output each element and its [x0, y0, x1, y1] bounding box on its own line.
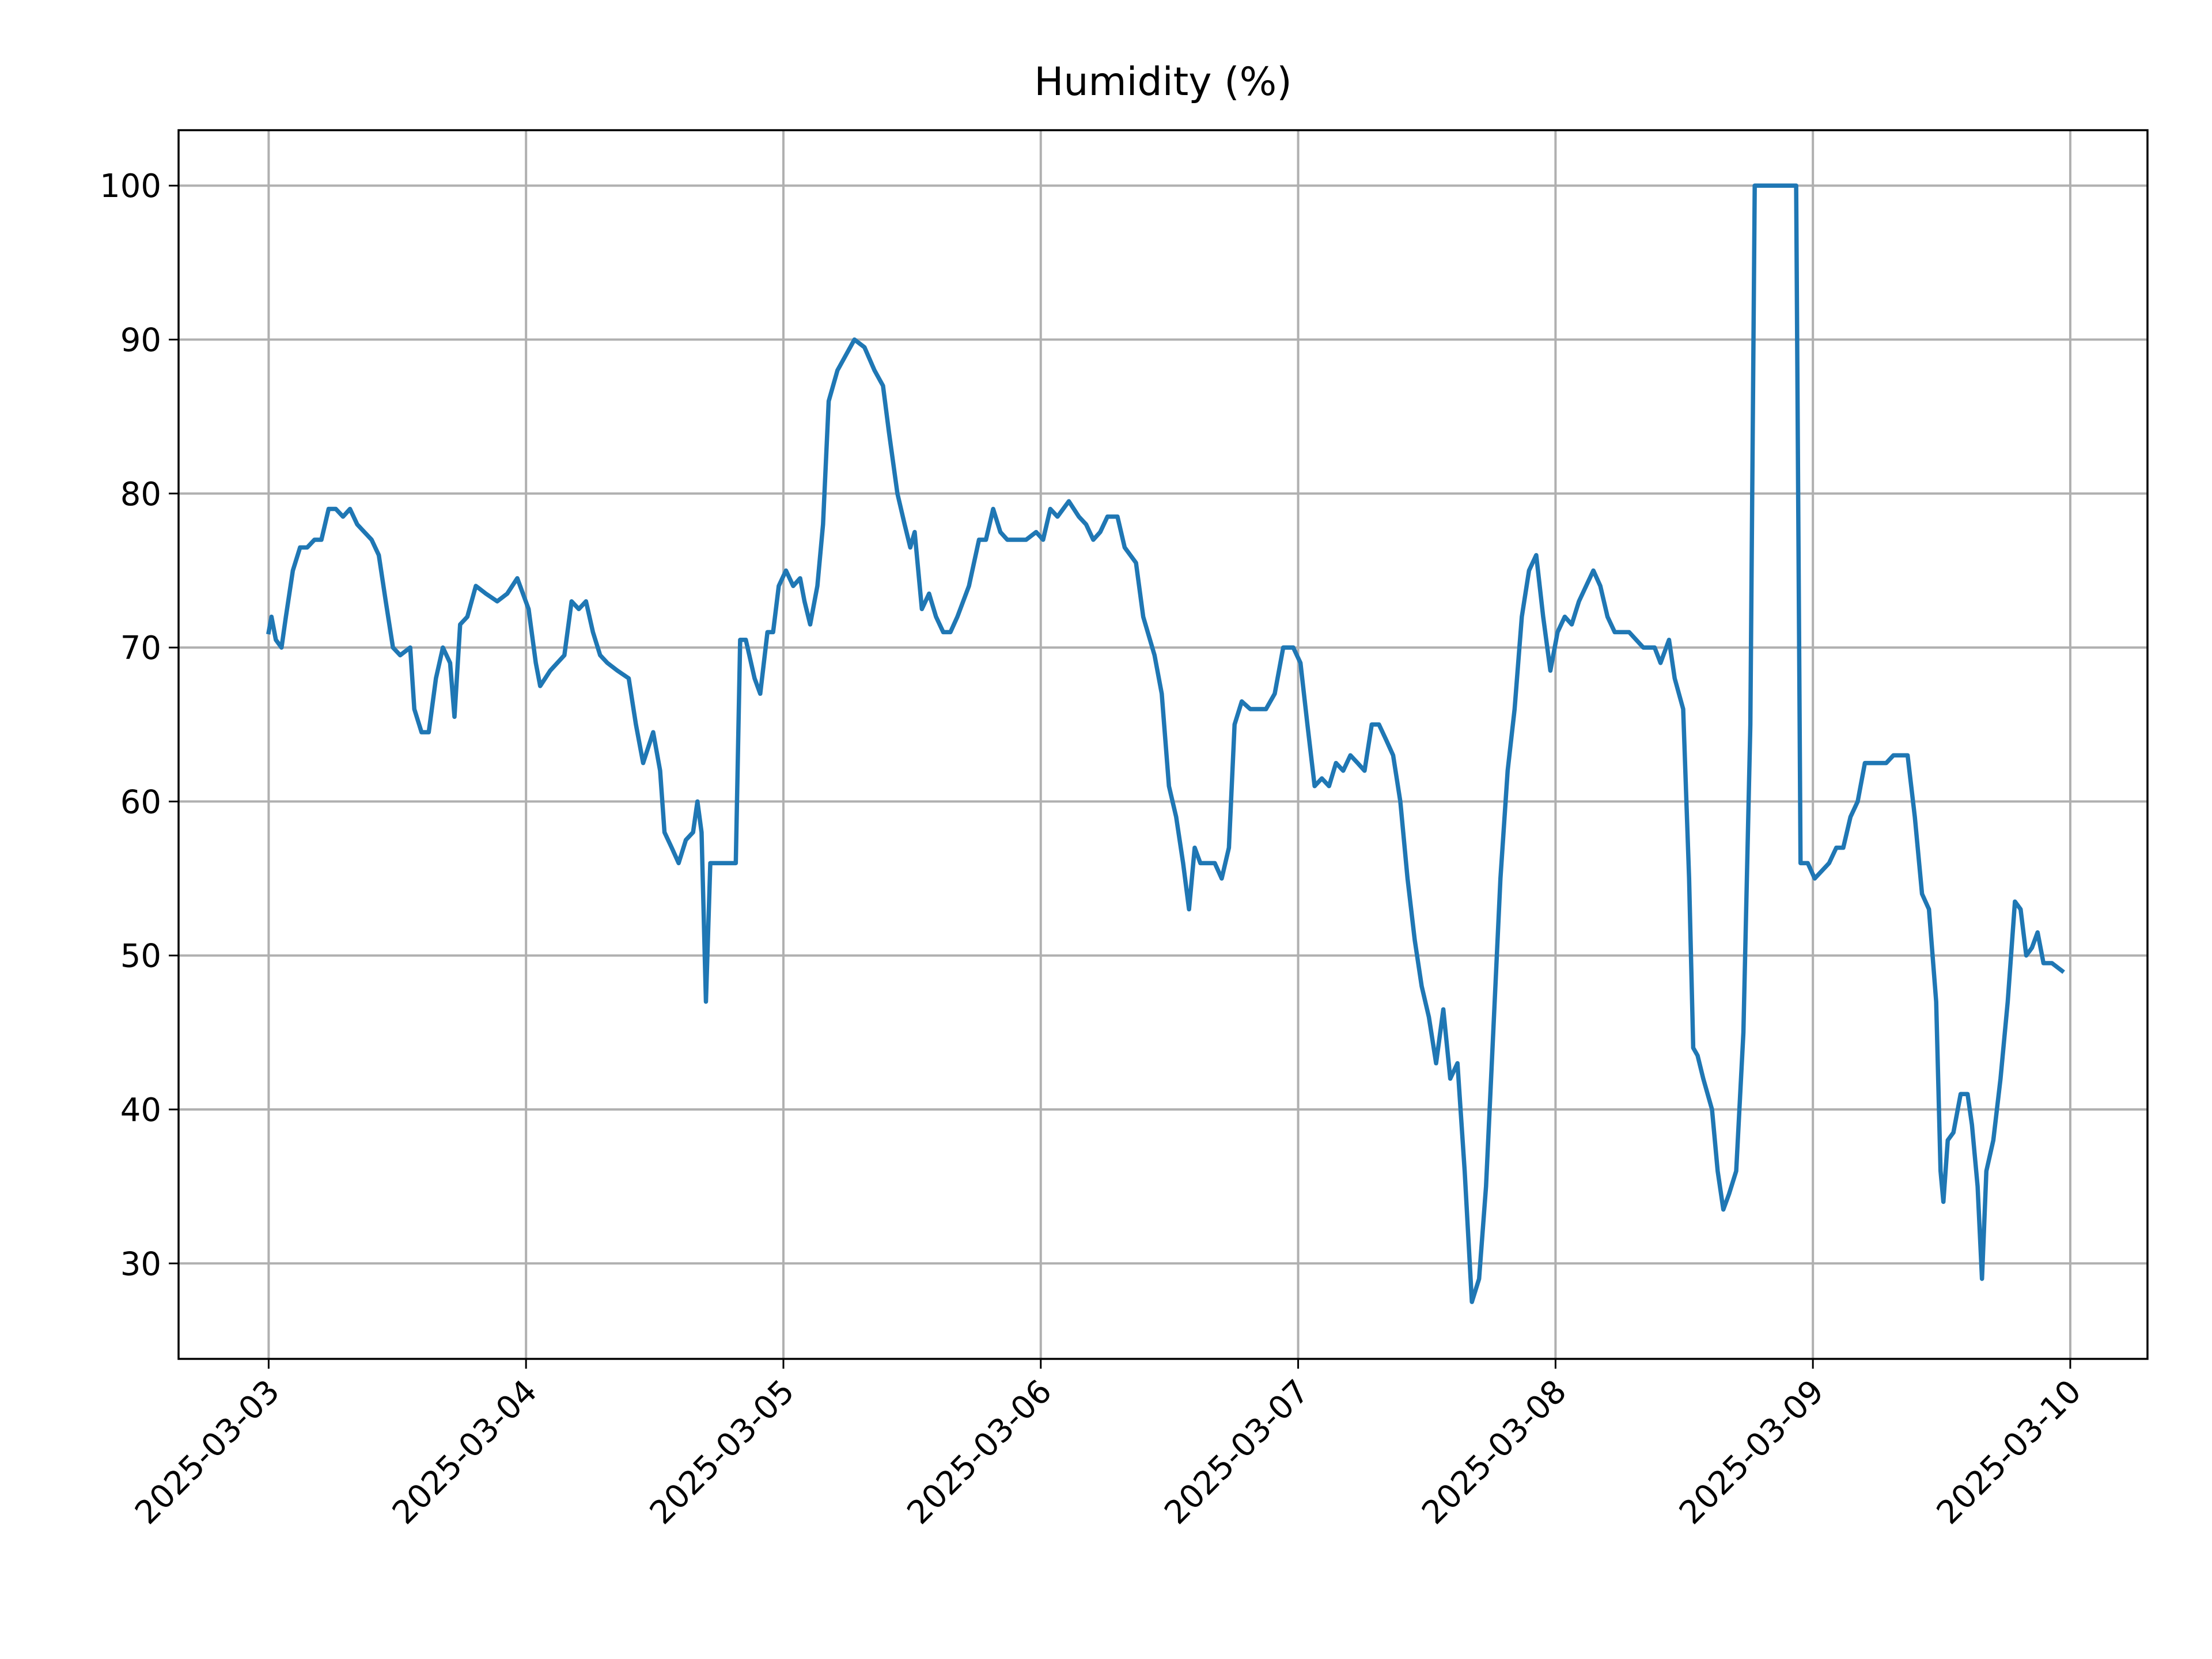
y-tick-label: 60 — [120, 783, 161, 821]
plot-frame — [177, 129, 2149, 1360]
y-tick-label: 90 — [120, 322, 161, 359]
data-line — [266, 183, 2065, 1304]
y-tick-label: 100 — [100, 168, 161, 205]
chart-title: Humidity (%) — [1034, 59, 1292, 105]
y-tick-label: 70 — [120, 630, 161, 667]
y-tick-label: 40 — [120, 1092, 161, 1129]
y-tick-label: 50 — [120, 938, 161, 975]
y-tick-label: 30 — [120, 1245, 161, 1283]
y-tick-label: 80 — [120, 476, 161, 513]
